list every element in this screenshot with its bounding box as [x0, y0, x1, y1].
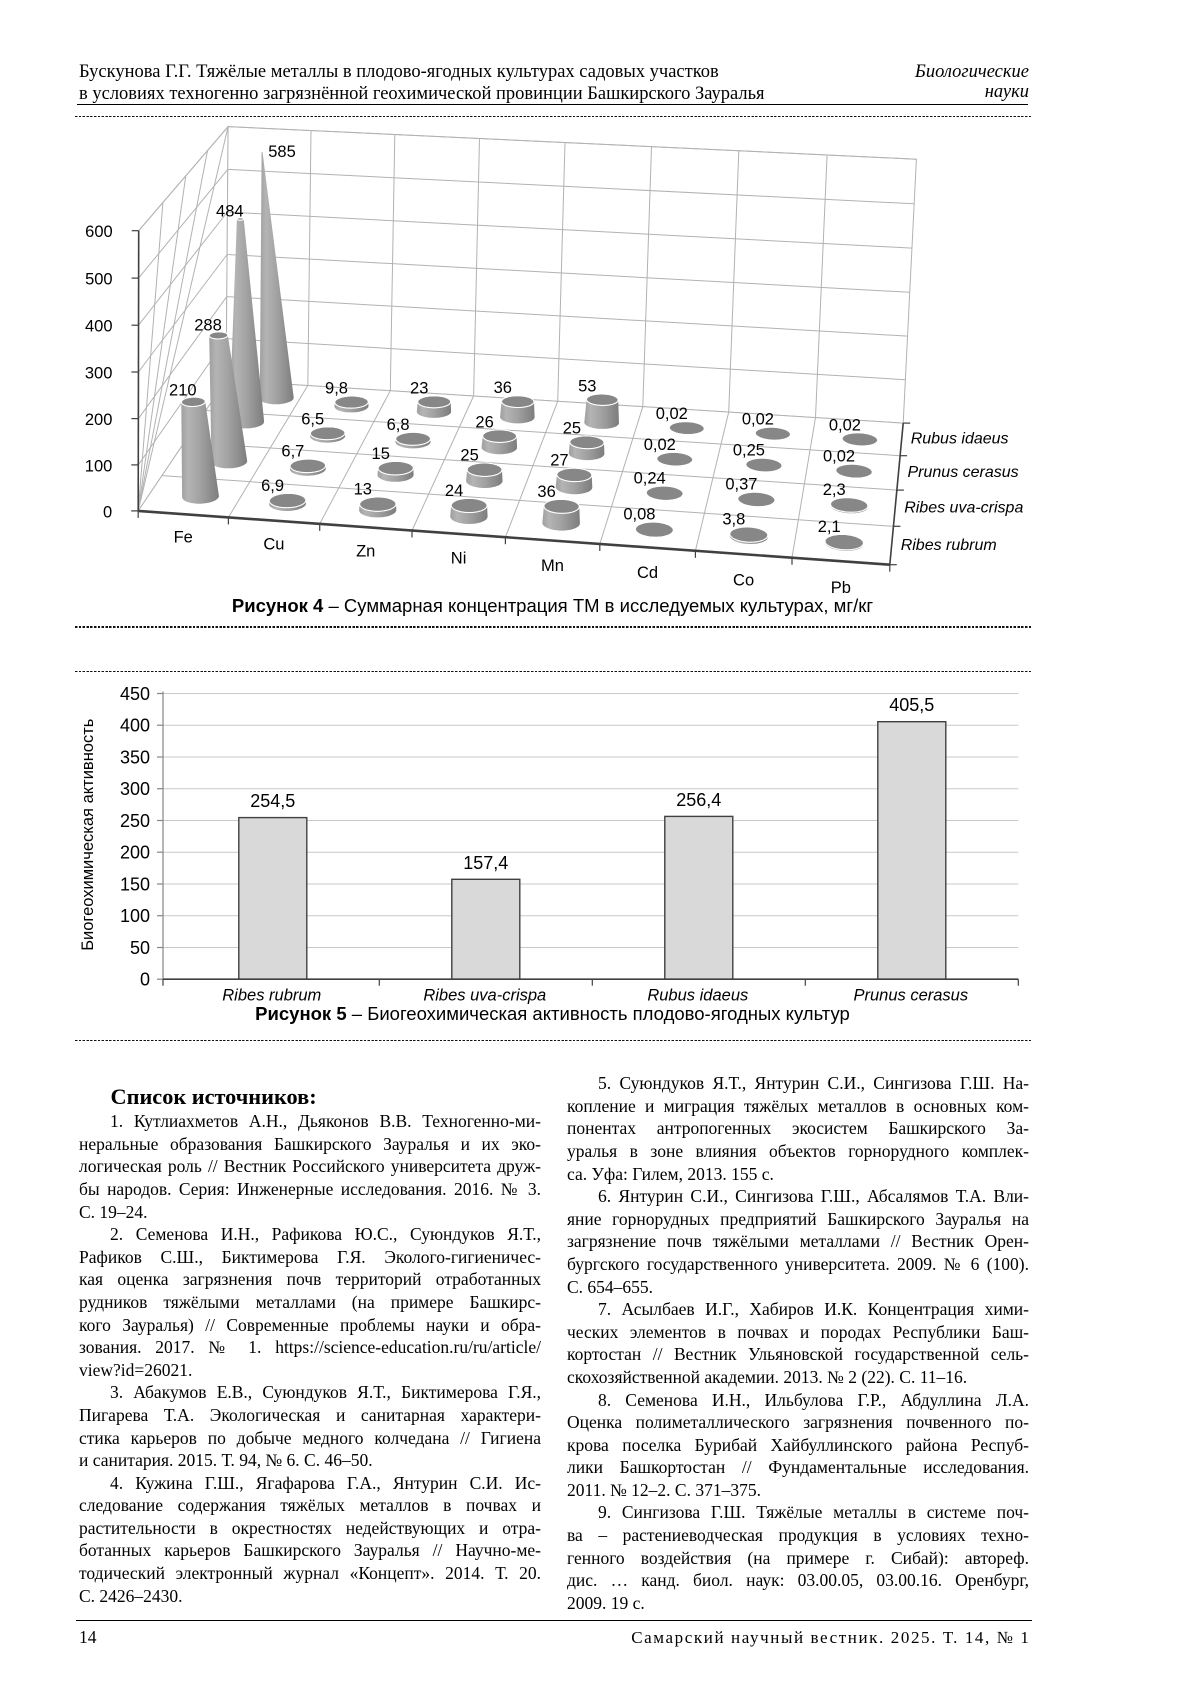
- svg-text:Ribes rubrum: Ribes rubrum: [222, 987, 321, 1005]
- svg-text:36: 36: [537, 483, 555, 501]
- svg-text:288: 288: [194, 316, 222, 334]
- svg-text:6,7: 6,7: [281, 443, 304, 461]
- svg-text:0,02: 0,02: [829, 416, 861, 434]
- svg-text:0: 0: [140, 970, 150, 990]
- svg-text:Биогеохимическая активность: Биогеохимическая активность: [79, 719, 97, 951]
- svg-text:36: 36: [494, 379, 512, 397]
- svg-text:585: 585: [268, 143, 296, 161]
- svg-text:300: 300: [85, 365, 113, 383]
- svg-text:600: 600: [85, 223, 113, 241]
- svg-text:25: 25: [460, 447, 478, 465]
- svg-text:400: 400: [85, 318, 113, 336]
- svg-text:27: 27: [550, 452, 568, 470]
- svg-text:Pb: Pb: [831, 579, 851, 597]
- svg-text:0,24: 0,24: [634, 470, 666, 488]
- svg-text:0,37: 0,37: [725, 476, 757, 494]
- svg-text:100: 100: [85, 457, 113, 475]
- svg-text:210: 210: [169, 382, 197, 400]
- svg-text:254,5: 254,5: [250, 791, 295, 811]
- svg-text:250: 250: [120, 811, 150, 831]
- svg-text:0,02: 0,02: [742, 411, 774, 429]
- svg-text:2,1: 2,1: [818, 518, 841, 536]
- svg-text:0,02: 0,02: [823, 448, 855, 466]
- svg-text:256,4: 256,4: [676, 790, 721, 810]
- svg-text:24: 24: [445, 482, 463, 500]
- svg-text:0,08: 0,08: [623, 506, 655, 524]
- svg-text:157,4: 157,4: [463, 853, 508, 873]
- svg-text:Rubus idaeus: Rubus idaeus: [911, 431, 1009, 448]
- svg-text:Ribes uva-crispa: Ribes uva-crispa: [423, 987, 546, 1005]
- svg-text:Ribes rubrum: Ribes rubrum: [901, 537, 997, 554]
- svg-text:13: 13: [354, 481, 372, 499]
- svg-text:Fe: Fe: [174, 528, 193, 546]
- svg-text:Rubus idaeus: Rubus idaeus: [647, 987, 748, 1005]
- svg-text:25: 25: [563, 419, 581, 437]
- svg-text:150: 150: [120, 874, 150, 894]
- svg-text:0: 0: [103, 503, 112, 521]
- svg-text:200: 200: [120, 843, 150, 863]
- svg-text:Zn: Zn: [356, 542, 375, 560]
- svg-text:26: 26: [475, 413, 493, 431]
- svg-text:405,5: 405,5: [889, 695, 934, 715]
- svg-text:Ni: Ni: [451, 550, 467, 568]
- svg-text:500: 500: [85, 271, 113, 289]
- svg-text:9,8: 9,8: [325, 380, 348, 398]
- svg-text:200: 200: [85, 411, 113, 429]
- svg-text:6,9: 6,9: [261, 477, 284, 495]
- svg-text:400: 400: [120, 716, 150, 736]
- svg-text:484: 484: [216, 202, 244, 220]
- svg-text:350: 350: [120, 747, 150, 767]
- svg-text:3,8: 3,8: [722, 511, 745, 529]
- svg-text:Mn: Mn: [541, 557, 564, 575]
- svg-text:23: 23: [410, 379, 428, 397]
- svg-text:Prunus cerasus: Prunus cerasus: [853, 987, 968, 1005]
- svg-text:6,5: 6,5: [301, 410, 324, 428]
- svg-text:50: 50: [130, 938, 150, 958]
- svg-text:Cu: Cu: [263, 535, 284, 553]
- svg-text:100: 100: [120, 906, 150, 926]
- svg-text:15: 15: [372, 445, 390, 463]
- svg-text:Cd: Cd: [637, 564, 658, 582]
- svg-text:0,02: 0,02: [644, 436, 676, 454]
- svg-text:300: 300: [120, 779, 150, 799]
- svg-text:Co: Co: [733, 572, 754, 590]
- svg-text:0,25: 0,25: [733, 442, 765, 460]
- svg-text:6,8: 6,8: [387, 416, 410, 434]
- svg-text:Prunus cerasus: Prunus cerasus: [908, 464, 1019, 481]
- svg-text:0,02: 0,02: [656, 405, 688, 423]
- svg-text:53: 53: [578, 378, 596, 396]
- svg-text:450: 450: [120, 684, 150, 704]
- svg-text:Ribes uva-crispa: Ribes uva-crispa: [904, 499, 1023, 516]
- svg-text:2,3: 2,3: [823, 481, 846, 499]
